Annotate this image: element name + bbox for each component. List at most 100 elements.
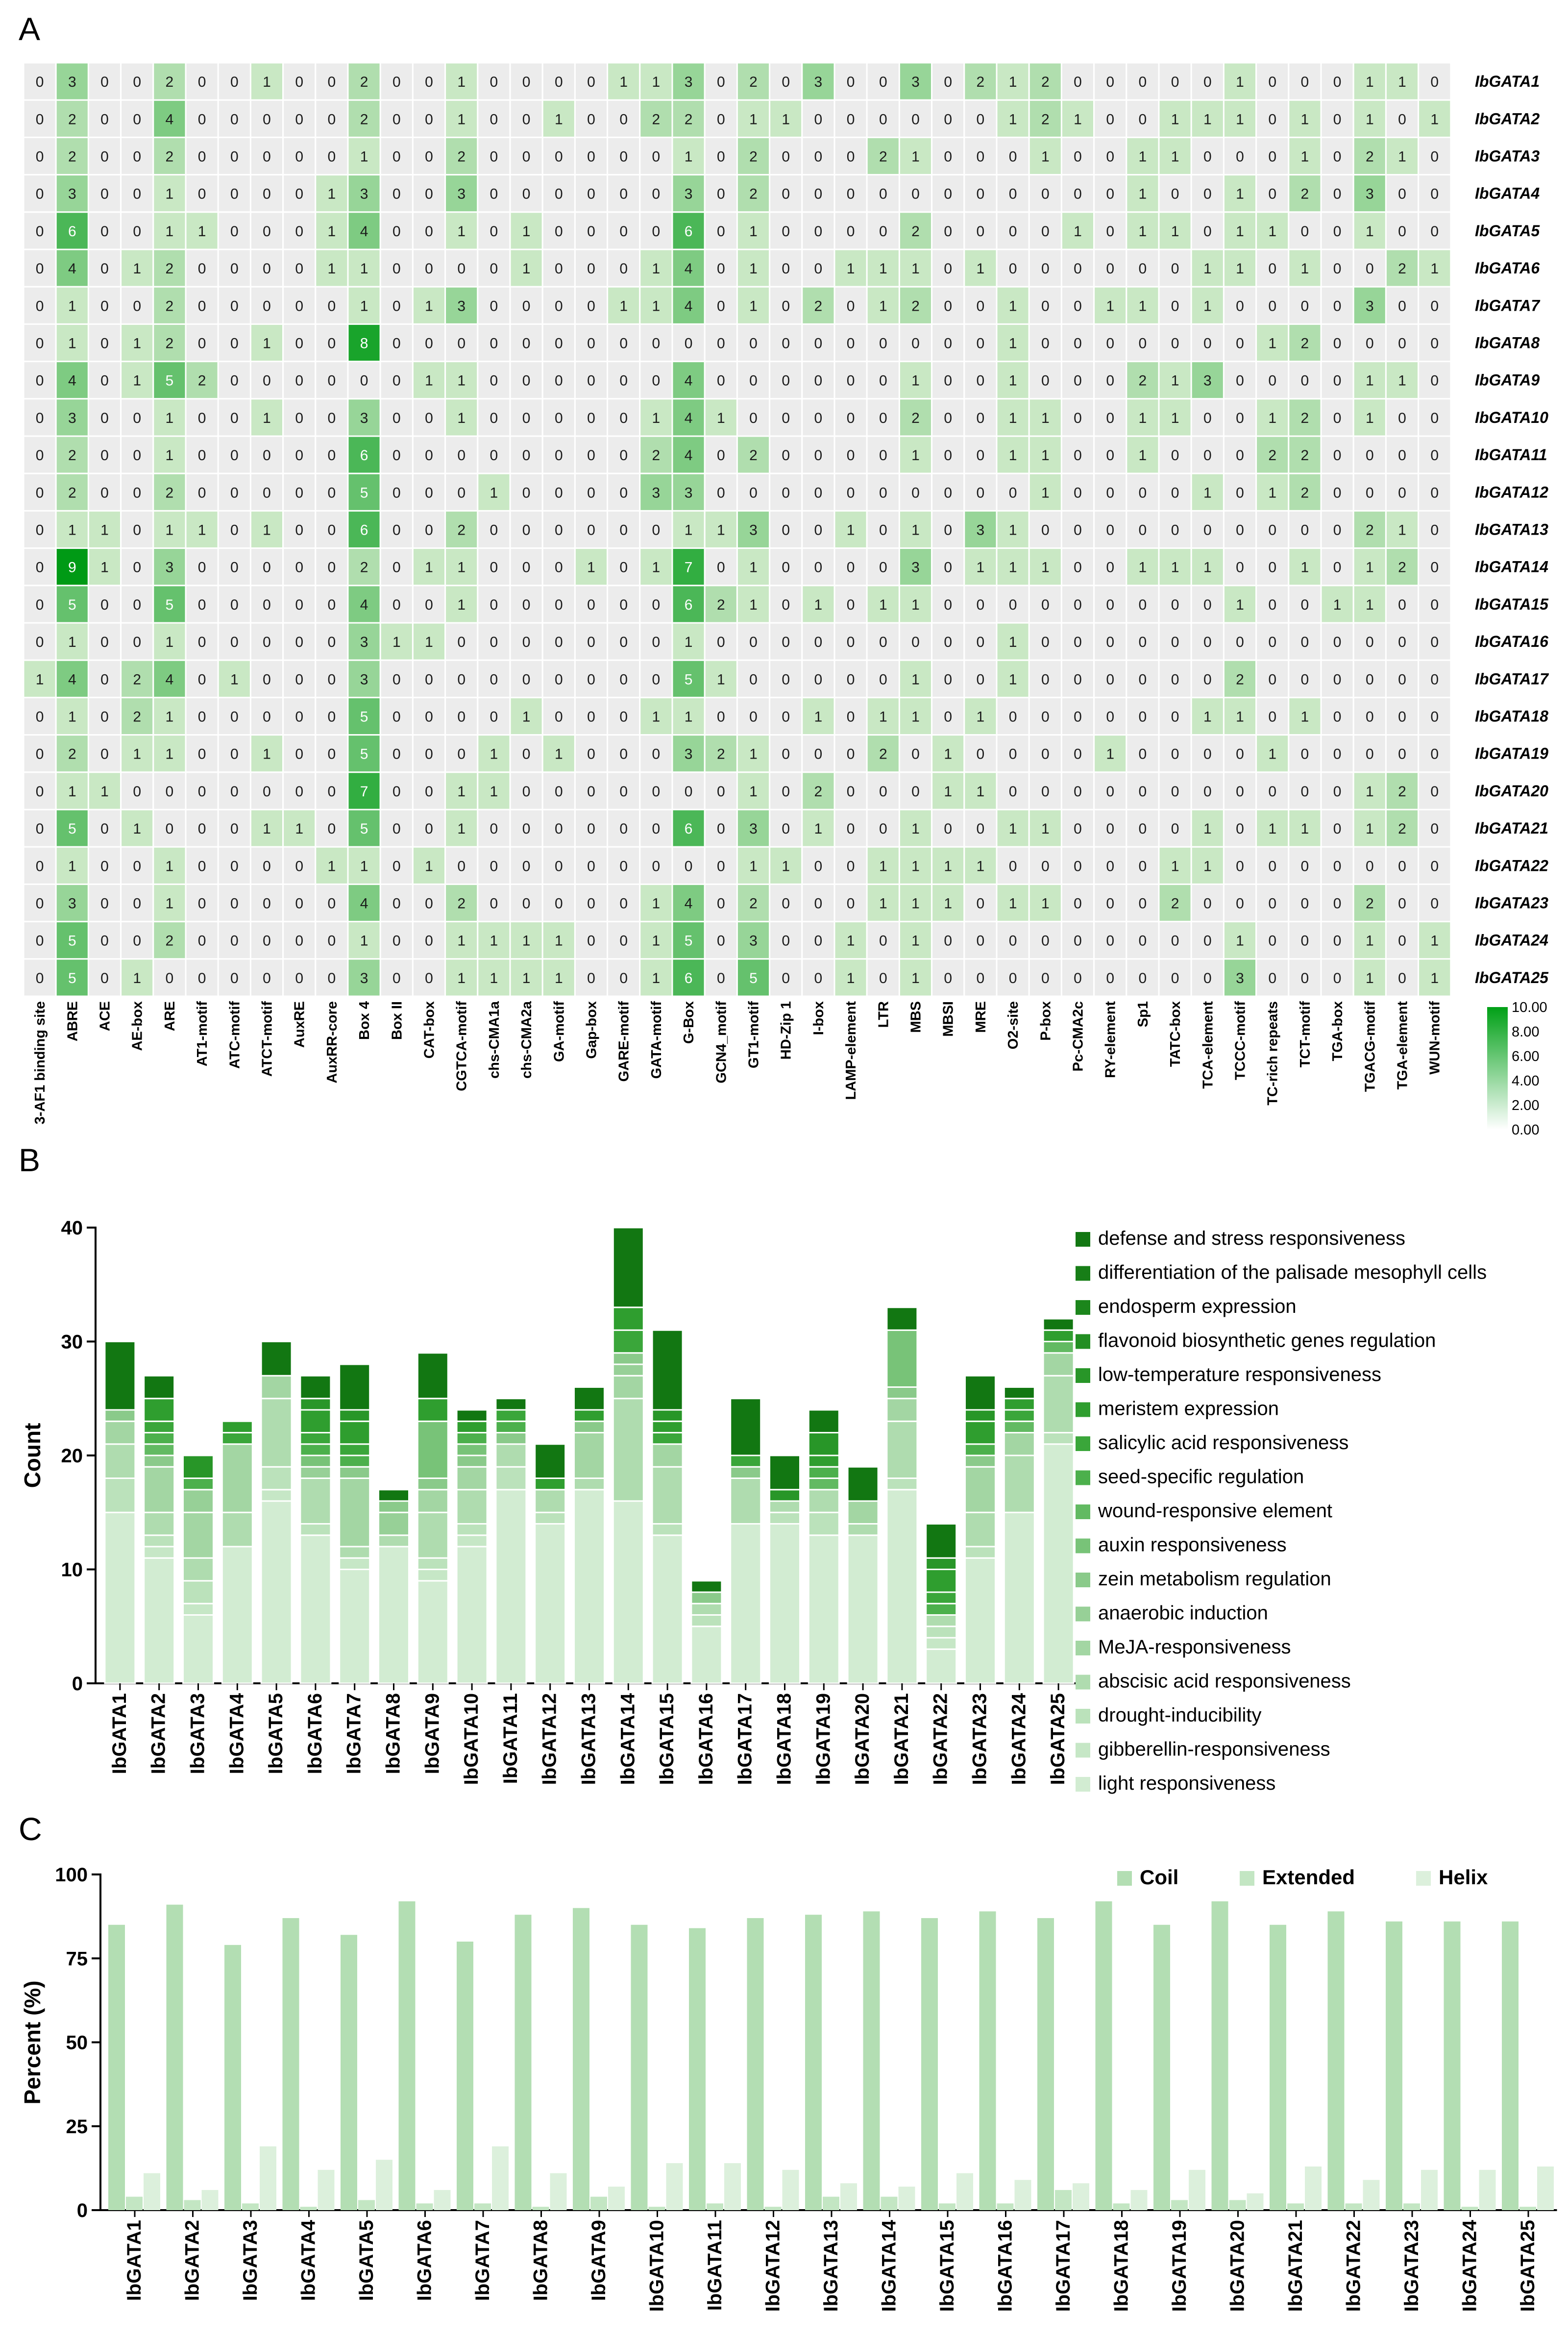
heatmap-cell <box>1255 585 1290 624</box>
heatmap-cell-value: 1 <box>1203 709 1212 725</box>
bar-extended <box>1403 2203 1420 2210</box>
heatmap-cell-value: 1 <box>749 746 758 763</box>
heatmap-cell-value: 0 <box>230 298 239 314</box>
heatmap-cell-value: 2 <box>977 74 985 90</box>
heatmap-cell-value: 0 <box>263 597 271 613</box>
heatmap-cell <box>23 585 57 624</box>
legend-label-wound-responsive-element: wound-responsive element <box>1098 1500 1332 1522</box>
bar-helix <box>201 2190 219 2210</box>
heatmap-cell-value: 0 <box>198 74 206 90</box>
heatmap-cell <box>704 622 738 661</box>
heatmap-cell-value: 0 <box>555 373 563 389</box>
legend-label-seed-specific-regulation: seed-specific regulation <box>1098 1466 1304 1488</box>
heatmap-cell-value: 1 <box>457 223 466 240</box>
heatmap-cell-value: 1 <box>1268 336 1276 352</box>
heatmap-cell <box>1288 361 1322 400</box>
x-tick-label-ibgata24: IbGATA24 <box>1008 1693 1029 1785</box>
heatmap-cell-value: 1 <box>1333 597 1342 613</box>
heatmap-cell <box>607 248 641 288</box>
heatmap-cell-value: 0 <box>36 447 44 464</box>
heatmap-cell-value: 0 <box>1106 149 1114 165</box>
heatmap-cell <box>55 248 89 288</box>
heatmap-cell-value: 5 <box>68 933 76 949</box>
heatmap-cell-value: 1 <box>1301 821 1309 837</box>
bar-coil <box>1502 1921 1519 2210</box>
heatmap-cell-value: 1 <box>911 522 920 539</box>
heatmap-cell-value: 0 <box>198 671 206 688</box>
heatmap-column-label-mbsi: MBSI <box>941 1001 956 1037</box>
bar-helix <box>840 2183 857 2210</box>
heatmap-cell <box>996 99 1030 138</box>
heatmap-cell-value: 0 <box>1074 896 1082 912</box>
bar-segment-salicylic-acid-responsiveness <box>651 1432 684 1445</box>
heatmap-cell-value: 0 <box>1171 186 1179 202</box>
bar-segment-low-temperature-responsiveness <box>651 1409 684 1422</box>
bar-extended <box>1171 2200 1188 2210</box>
heatmap-cell-value: 0 <box>522 149 531 165</box>
heatmap-cell-value: 0 <box>133 522 141 539</box>
heatmap-cell-value: 1 <box>749 298 758 314</box>
heatmap-cell-value: 2 <box>1366 149 1374 165</box>
heatmap-cell-value: 0 <box>1366 261 1374 277</box>
heatmap-cell-value: 0 <box>879 821 887 837</box>
heatmap-cell-value: 0 <box>782 896 790 912</box>
heatmap-cell-value: 0 <box>749 634 758 650</box>
heatmap-cell <box>769 286 803 325</box>
heatmap-cell-value: 0 <box>295 261 303 277</box>
heatmap-cell-value: 0 <box>133 634 141 650</box>
heatmap-cell-value: 1 <box>1268 223 1276 240</box>
heatmap-cell-value: 1 <box>717 671 725 688</box>
heatmap-cell-value: 0 <box>328 410 336 426</box>
heatmap-cell-value: 6 <box>685 970 693 986</box>
colorbar <box>1487 1007 1508 1130</box>
heatmap-cell <box>963 435 998 474</box>
heatmap-cell-value: 2 <box>1301 447 1309 464</box>
heatmap-cell-value: 0 <box>782 336 790 352</box>
heatmap-cell <box>866 510 900 549</box>
heatmap-cell <box>185 585 219 624</box>
heatmap-cell-value: 0 <box>425 223 433 240</box>
heatmap-cell-value: 2 <box>166 336 174 352</box>
heatmap-cell-value: 0 <box>1106 821 1114 837</box>
heatmap-cell <box>1385 734 1420 773</box>
heatmap-cell-value: 4 <box>685 261 693 277</box>
heatmap-cell-value: 1 <box>1366 74 1374 90</box>
heatmap-cell-value: 0 <box>328 485 336 501</box>
heatmap-cell-value: 0 <box>652 522 661 539</box>
heatmap-cell-value: 1 <box>360 261 368 277</box>
heatmap-cell <box>120 323 154 363</box>
heatmap-cell-value: 0 <box>782 709 790 725</box>
heatmap-cell-value: 0 <box>847 821 855 837</box>
heatmap-cell-value: 4 <box>360 597 368 613</box>
heatmap-cell <box>1255 547 1290 587</box>
heatmap-cell-value: 1 <box>360 933 368 949</box>
bar-extended <box>416 2203 433 2210</box>
heatmap-cell-value: 0 <box>425 410 433 426</box>
heatmap-cell-value: 0 <box>619 186 628 202</box>
heatmap-cell-value: 0 <box>1301 634 1309 650</box>
heatmap-cell-value: 1 <box>166 186 174 202</box>
bar-segment-low-temperature-responsiveness <box>964 1409 996 1422</box>
heatmap-cell-value: 1 <box>490 784 498 800</box>
heatmap-cell-value: 0 <box>944 298 952 314</box>
heatmap-cell <box>444 435 479 474</box>
heatmap-cell-value: 0 <box>977 111 985 127</box>
bar-helix <box>666 2163 683 2210</box>
heatmap-cell <box>963 248 998 288</box>
heatmap-cell-value: 0 <box>1074 597 1082 613</box>
heatmap-cell-value: 0 <box>1139 522 1147 539</box>
heatmap-cell-value: 0 <box>1074 74 1082 90</box>
heatmap-cell-value: 3 <box>1203 373 1212 389</box>
legend-swatch-extended <box>1240 1871 1254 1886</box>
heatmap-cell-value: 0 <box>749 410 758 426</box>
heatmap-cell-value: 5 <box>360 821 368 837</box>
heatmap-cell-value: 0 <box>457 709 466 725</box>
heatmap-cell-value: 0 <box>230 896 239 912</box>
heatmap-cell-value: 0 <box>1333 709 1342 725</box>
heatmap-cell-value: 1 <box>68 336 76 352</box>
heatmap-cell-value: 1 <box>166 522 174 539</box>
heatmap-cell-value: 1 <box>360 149 368 165</box>
heatmap-cell-value: 0 <box>1398 709 1406 725</box>
heatmap-cell-value: 0 <box>1106 111 1114 127</box>
colorbar-tick: 4.00 <box>1512 1073 1539 1089</box>
